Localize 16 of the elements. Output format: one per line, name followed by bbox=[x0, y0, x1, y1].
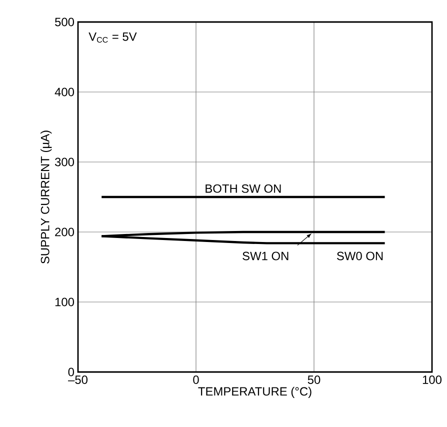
series-label: SW0 ON bbox=[336, 252, 383, 260]
y-tick-label: 200 bbox=[55, 228, 74, 236]
x-tick-label: 50 bbox=[308, 376, 320, 384]
x-axis-title: TEMPERATURE (°C) bbox=[198, 386, 312, 398]
y-tick-label: 300 bbox=[54, 158, 74, 166]
y-tick-label: 0 bbox=[68, 368, 74, 376]
x-tick-label: –50 bbox=[68, 376, 88, 384]
annotation: V$_{CC}$ = 5V bbox=[88, 32, 137, 43]
y-tick-label: 400 bbox=[54, 88, 74, 96]
x-tick-label: 100 bbox=[422, 376, 442, 384]
y-tick-label: 100 bbox=[55, 298, 74, 306]
x-tick-label: 0 bbox=[193, 376, 199, 384]
y-axis-title: SUPPLY CURRENT (µA) bbox=[40, 130, 52, 264]
series-label: BOTH SW ON bbox=[206, 184, 281, 193]
series-label: SW1 ON bbox=[242, 252, 288, 260]
y-tick-label: 500 bbox=[55, 18, 74, 26]
